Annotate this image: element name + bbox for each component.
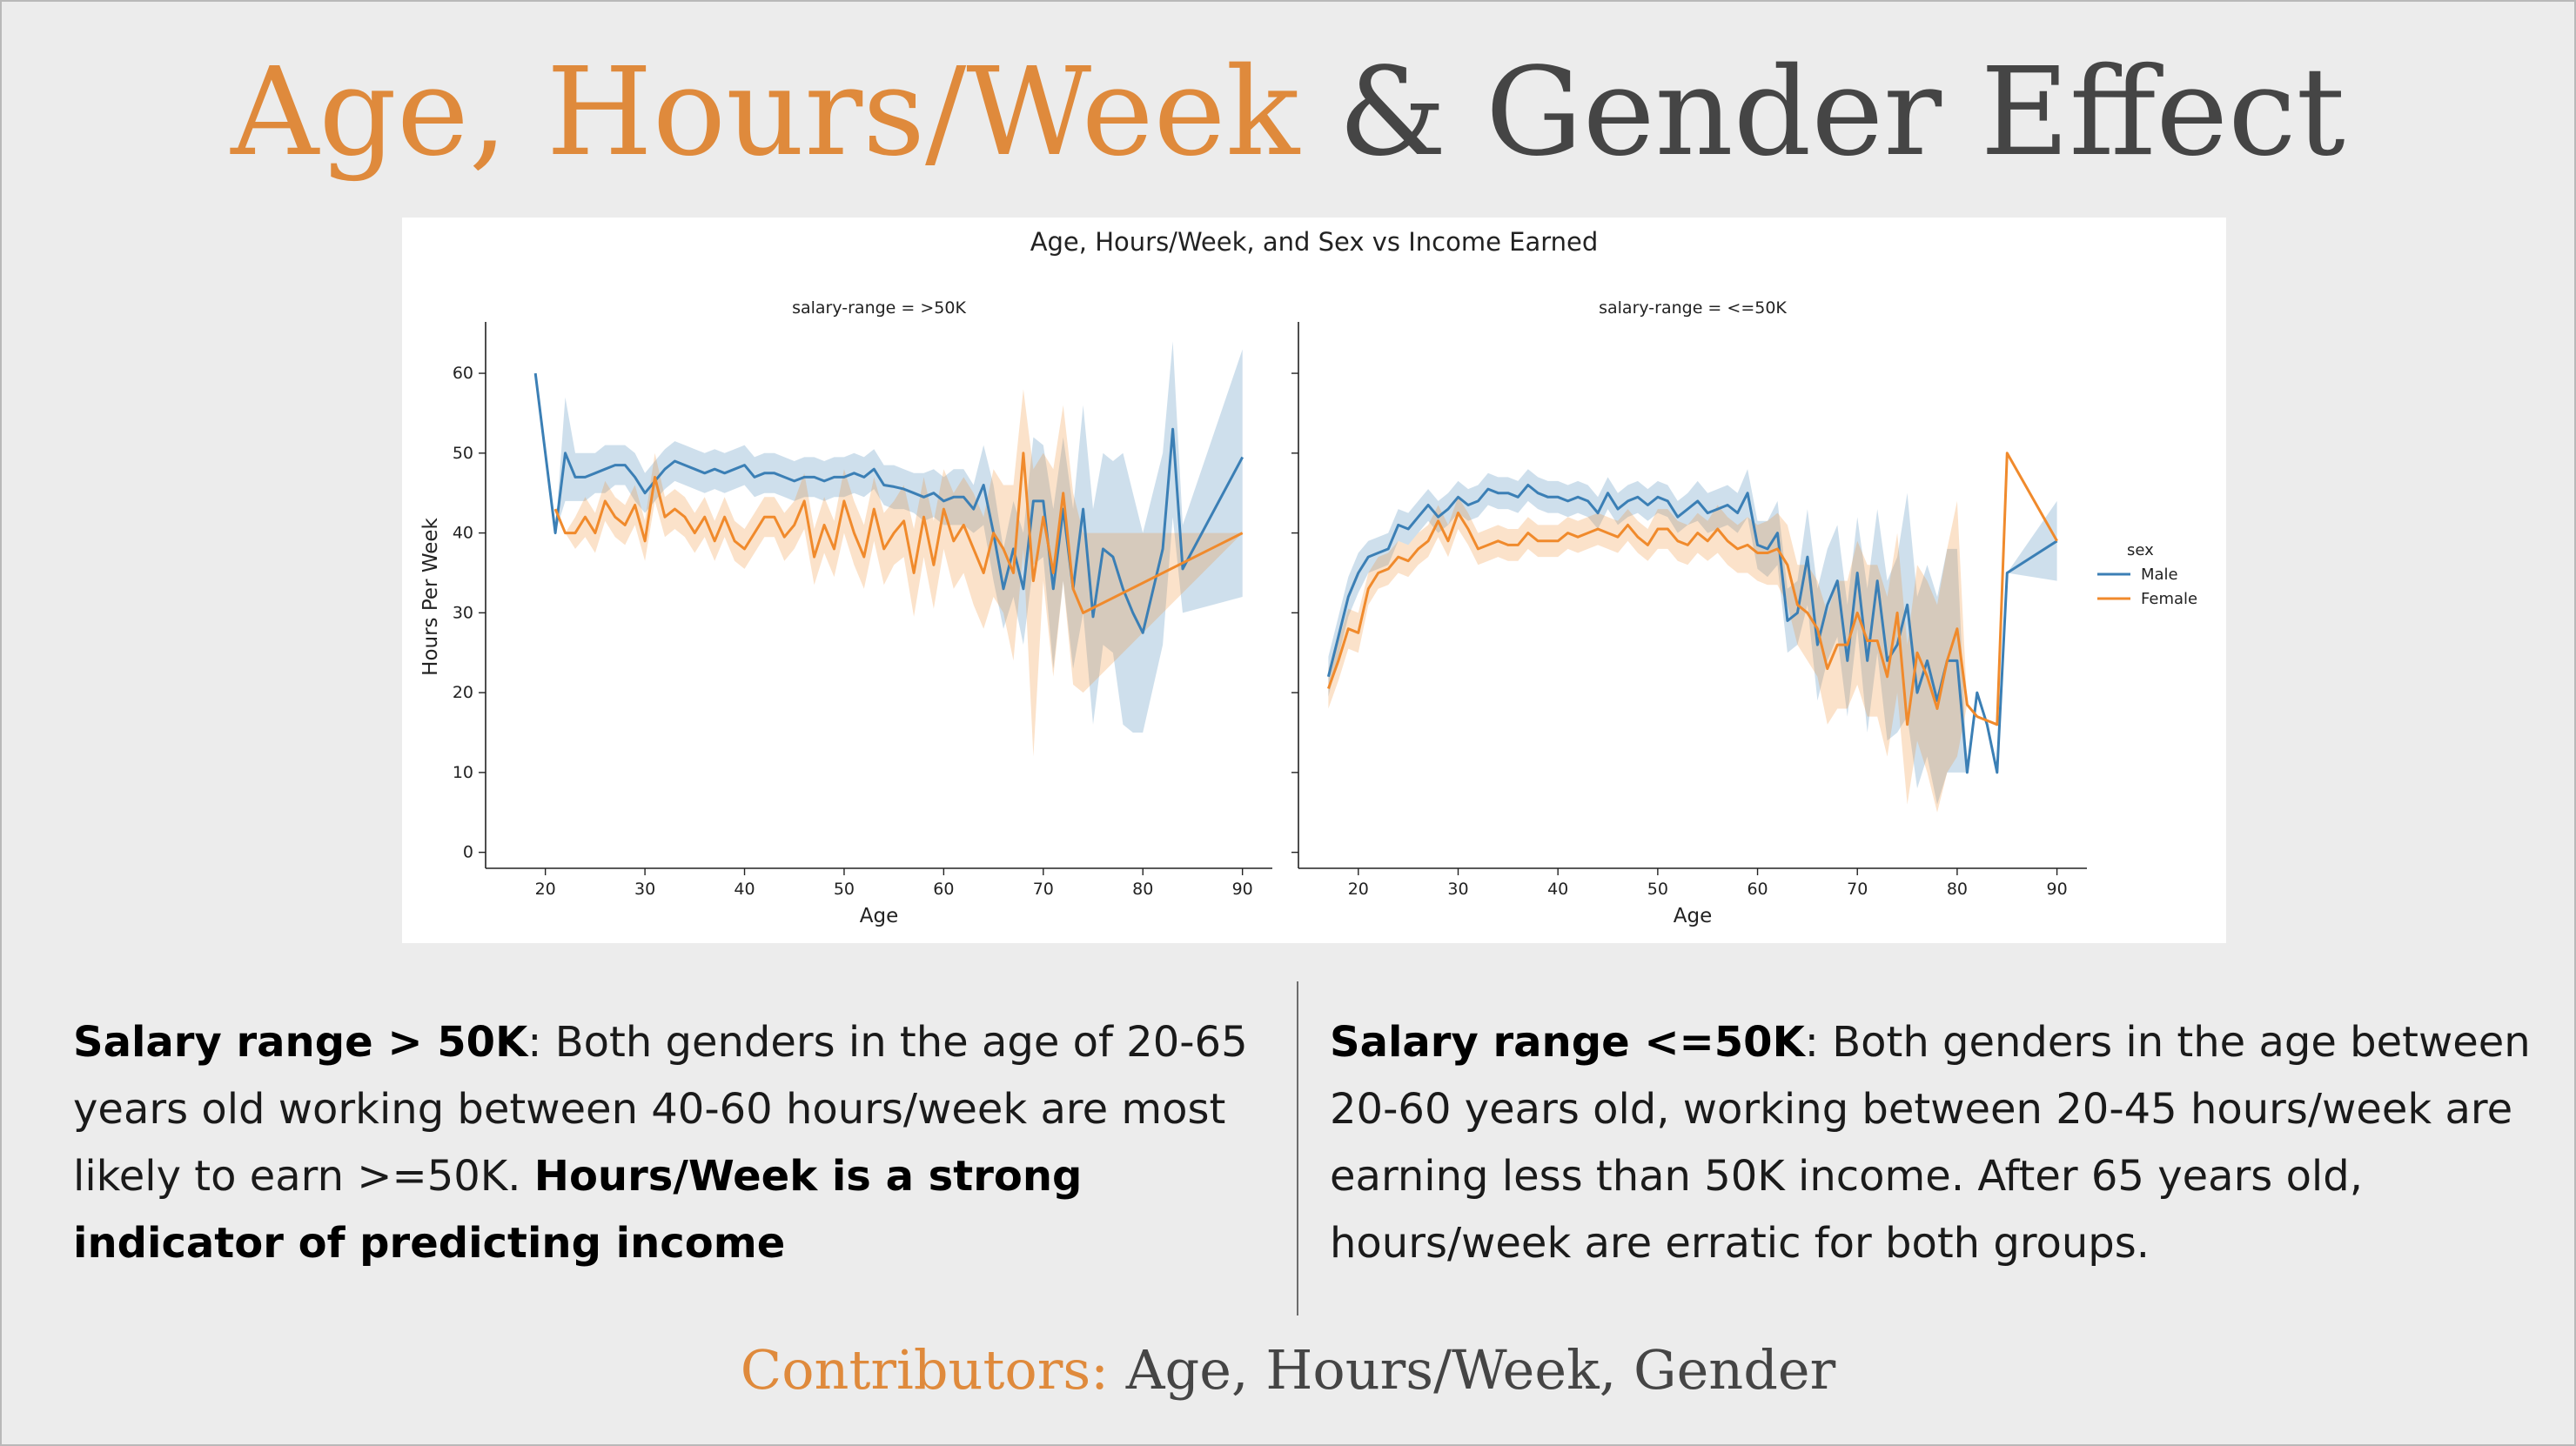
- x-tick-label: 20: [535, 880, 556, 899]
- x-tick-label: 30: [1447, 880, 1468, 899]
- y-tick-label: 60: [453, 364, 473, 383]
- y-tick-label: 10: [453, 763, 473, 782]
- y-axis-label: Hours Per Week: [419, 517, 442, 675]
- panel-subtitle: salary-range = >50K: [792, 298, 966, 318]
- y-tick-label: 50: [453, 444, 473, 463]
- panel-subtitle: salary-range = <=50K: [1599, 298, 1787, 318]
- right-paragraph: Salary range <=50K: Both genders in the …: [1330, 1009, 2548, 1277]
- x-tick-label: 50: [1647, 880, 1668, 899]
- y-tick-label: 20: [453, 683, 473, 702]
- right-body: : Both genders in the age between 20-60 …: [1330, 1018, 2531, 1268]
- title-accent: Age, Hours/Week: [231, 42, 1300, 184]
- x-tick-label: 20: [1348, 880, 1369, 899]
- x-tick-label: 90: [1232, 880, 1253, 899]
- legend-title: sex: [2127, 541, 2154, 559]
- chart-title: Age, Hours/Week, and Sex vs Income Earne…: [1030, 227, 1599, 257]
- y-tick-label: 40: [453, 524, 473, 543]
- left-lead: Salary range > 50K: [73, 1018, 528, 1067]
- y-tick-label: 0: [463, 843, 473, 862]
- series-line-female: [553, 452, 1244, 614]
- x-tick-label: 30: [634, 880, 655, 899]
- x-tick-label: 90: [2047, 880, 2068, 899]
- chart-panel: Age, Hours/Week, and Sex vs Income Earne…: [402, 218, 2226, 943]
- title-rest: & Gender Effect: [1299, 42, 2345, 184]
- legend-label-male: Male: [2141, 566, 2178, 584]
- x-tick-label: 40: [1547, 880, 1568, 899]
- confidence-band-female: [555, 389, 1243, 757]
- x-tick-label: 40: [734, 880, 755, 899]
- x-tick-label: 70: [1847, 880, 1868, 899]
- chart-svg: Age, Hours/Week, and Sex vs Income Earne…: [419, 227, 2197, 927]
- contributors-values: Age, Hours/Week, Gender: [1109, 1338, 1836, 1402]
- left-body: : Both genders in the age of 20-65 years…: [73, 1018, 1248, 1201]
- legend-label-female: Female: [2141, 590, 2197, 608]
- series-line-female: [1326, 452, 2058, 726]
- x-tick-label: 80: [1132, 880, 1153, 899]
- column-divider: [1297, 981, 1298, 1315]
- series-line-male: [533, 372, 1244, 634]
- left-paragraph: Salary range > 50K: Both genders in the …: [73, 1009, 1283, 1277]
- x-tick-label: 50: [834, 880, 855, 899]
- contributors-line: Contributors: Age, Hours/Week, Gender: [0, 1331, 2576, 1409]
- x-tick-label: 70: [1033, 880, 1054, 899]
- confidence-band-male: [535, 341, 1243, 733]
- x-tick-label: 80: [1947, 880, 1968, 899]
- left-emphasis: Hours/Week is a strong indicator of pred…: [73, 1152, 1083, 1268]
- x-axis-label: Age: [860, 905, 898, 927]
- x-axis-label: Age: [1674, 905, 1712, 927]
- x-tick-label: 60: [933, 880, 954, 899]
- confidence-band-male: [1328, 469, 2057, 805]
- right-lead: Salary range <=50K: [1330, 1018, 1805, 1067]
- x-tick-label: 60: [1747, 880, 1768, 899]
- slide-title: Age, Hours/Week & Gender Effect: [0, 35, 2576, 191]
- contributors-label: Contributors:: [740, 1338, 1110, 1402]
- y-tick-label: 30: [453, 603, 473, 622]
- confidence-band-female: [1328, 452, 2057, 813]
- series-line-male: [1326, 484, 2058, 774]
